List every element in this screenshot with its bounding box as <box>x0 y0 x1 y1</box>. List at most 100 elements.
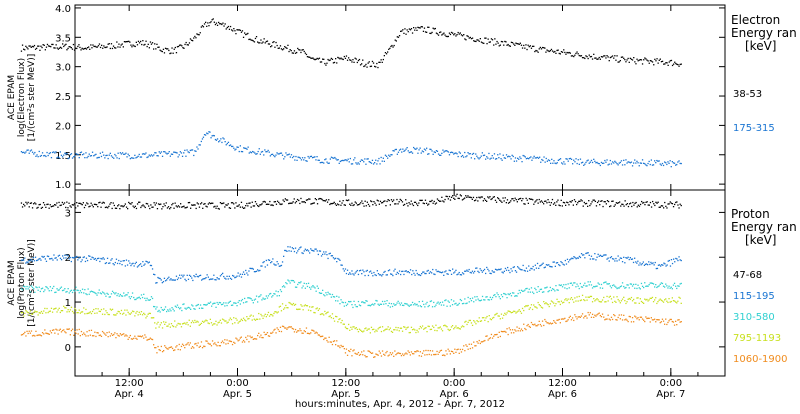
data-point <box>144 297 146 299</box>
data-point <box>495 334 497 336</box>
data-point <box>660 282 662 284</box>
data-point <box>120 334 123 336</box>
data-point <box>617 202 620 204</box>
data-point <box>424 272 426 275</box>
data-point <box>627 57 629 60</box>
data-point <box>355 202 357 204</box>
data-point <box>67 288 69 290</box>
data-point <box>521 161 523 163</box>
data-point <box>668 162 670 164</box>
data-point <box>299 308 301 310</box>
data-point <box>193 204 195 206</box>
data-point <box>579 200 581 202</box>
data-point <box>94 292 96 294</box>
data-point <box>282 199 284 201</box>
data-point <box>407 271 409 273</box>
data-point <box>567 52 569 54</box>
data-point <box>413 272 415 274</box>
data-point <box>543 291 545 293</box>
data-point <box>92 44 94 46</box>
data-point <box>473 200 476 202</box>
data-point <box>470 196 472 199</box>
data-point <box>607 56 609 58</box>
data-point <box>118 43 120 45</box>
data-point <box>446 353 448 355</box>
data-point <box>560 284 563 286</box>
data-point <box>639 288 641 290</box>
data-point <box>76 289 78 291</box>
data-point <box>169 155 171 157</box>
data-point <box>217 341 219 343</box>
data-point <box>76 312 78 314</box>
data-point <box>596 256 598 258</box>
data-point <box>349 272 351 274</box>
data-point <box>159 311 161 313</box>
data-point <box>465 344 467 346</box>
data-point <box>427 305 429 308</box>
data-point <box>446 273 448 275</box>
data-point <box>244 147 246 149</box>
data-point <box>424 31 427 33</box>
data-point <box>644 204 646 206</box>
data-point <box>202 278 204 280</box>
data-point <box>633 298 635 301</box>
data-point <box>558 264 560 266</box>
data-point <box>539 156 541 158</box>
data-point <box>182 276 184 278</box>
data-point <box>548 50 550 53</box>
data-point <box>206 320 208 322</box>
data-point <box>188 307 191 309</box>
data-point <box>276 44 278 47</box>
data-point <box>581 57 584 59</box>
data-point <box>665 283 667 285</box>
data-point <box>423 148 426 150</box>
data-point <box>570 258 572 260</box>
data-point <box>629 298 631 300</box>
data-point <box>327 58 329 61</box>
data-point <box>98 43 101 45</box>
data-point <box>410 200 412 202</box>
data-point <box>239 273 241 275</box>
data-point <box>129 297 131 300</box>
data-point <box>469 347 471 350</box>
data-point <box>351 355 353 357</box>
data-point <box>49 152 51 154</box>
data-point <box>118 157 120 160</box>
data-point <box>643 286 645 289</box>
data-point <box>72 257 75 259</box>
data-point <box>192 305 194 307</box>
data-point <box>85 257 88 259</box>
data-point <box>631 300 634 302</box>
data-point <box>84 289 86 291</box>
data-point <box>650 282 652 284</box>
data-point <box>481 42 484 44</box>
data-point <box>603 316 605 318</box>
data-point <box>166 153 168 155</box>
data-point <box>153 344 155 346</box>
data-point <box>465 195 467 197</box>
data-point <box>589 312 591 314</box>
data-point <box>246 202 248 205</box>
data-point <box>614 55 616 57</box>
data-point <box>123 260 125 262</box>
data-point <box>591 201 593 203</box>
data-point <box>444 271 446 273</box>
data-point <box>293 304 296 306</box>
data-point <box>624 300 626 302</box>
data-point <box>382 157 384 159</box>
data-point <box>405 328 407 330</box>
data-point <box>203 321 205 323</box>
data-point <box>429 328 431 331</box>
data-point <box>527 291 529 293</box>
data-point <box>328 162 330 164</box>
data-point <box>127 311 129 313</box>
data-point <box>606 318 608 320</box>
data-point <box>91 47 93 49</box>
data-point <box>38 286 40 288</box>
data-point <box>25 201 27 203</box>
data-point <box>498 331 500 333</box>
data-point <box>355 58 357 60</box>
data-point <box>326 201 329 203</box>
data-point <box>48 310 50 313</box>
data-point <box>371 272 373 274</box>
